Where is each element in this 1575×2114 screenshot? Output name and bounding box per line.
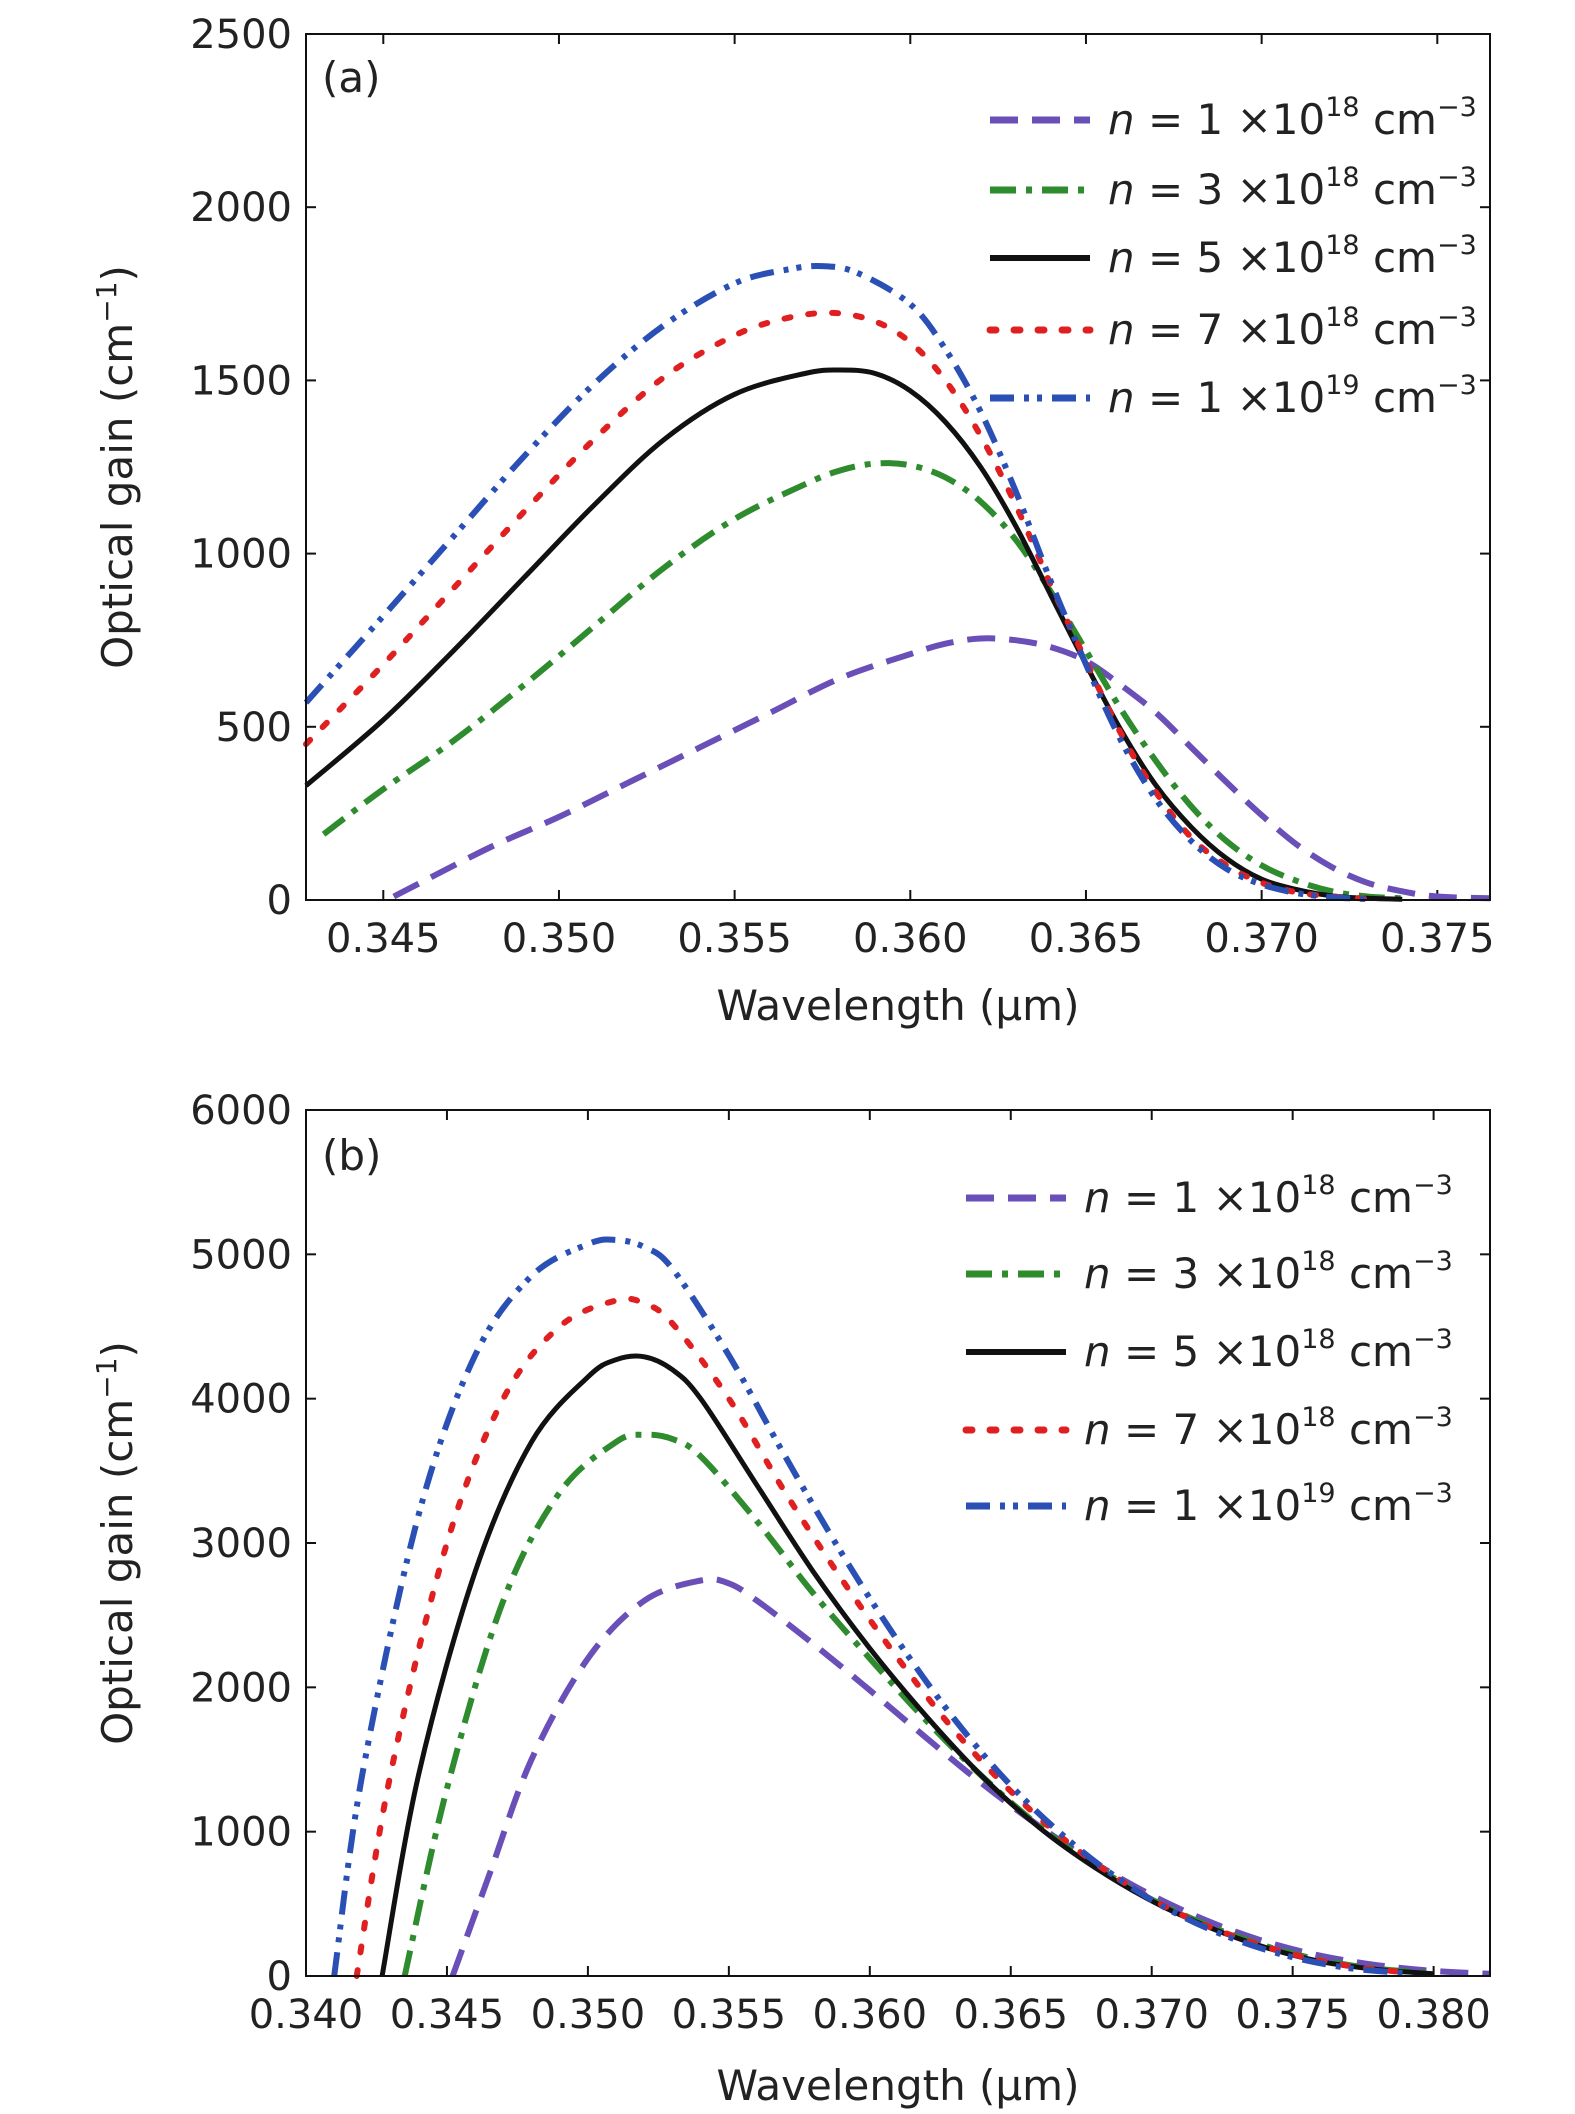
panel-a-y-tick-label: 1000 [190, 532, 292, 578]
panel-a-series-line-3 [304, 367, 1403, 902]
panel-b-frame [305, 1109, 1491, 1977]
panel-a-legend: n = 1 ×1018 cm−3 n = 3 ×1018 cm−3 n = 5 … [986, 92, 1477, 422]
panel-a-x-tick-label: 0.365 [1029, 916, 1144, 962]
panel-a-x-axis-label: Wavelength (μm) [717, 981, 1080, 1030]
panel-a-x-tick-label: 0.350 [502, 916, 617, 962]
panel-a-y-tick-label: 2500 [190, 12, 292, 58]
panel-b-x-tick-label: 0.360 [813, 1992, 928, 2038]
panel-b-series-line-5 [331, 1236, 1406, 1977]
panel-b-y-tick-label: 2000 [190, 1665, 292, 1711]
panel-b-x-tick-label: 0.375 [1235, 1992, 1350, 2038]
panel-a-legend-label-3: n = 5 ×1018 cm−3 [1108, 230, 1477, 282]
panel-b-x-tick-label: 0.380 [1376, 1992, 1491, 2038]
panel-a-x-tick-label: 0.375 [1380, 916, 1495, 962]
panel-a-y-tick-label: 0 [267, 878, 292, 924]
panel-a-legend-label-4: n = 7 ×1018 cm−3 [1108, 302, 1477, 354]
panel-b-series-line-4 [353, 1295, 1409, 1979]
panel-a-series-line-1 [392, 635, 1491, 902]
panel-a-legend-label-5: n = 1 ×1019 cm−3 [1108, 370, 1477, 422]
panel-a-y-axis-label: Optical gain (cm−1) [90, 265, 142, 669]
panel-b-y-tick-label: 6000 [190, 1088, 292, 1134]
panel-b-x-tick-labels: 0.340 0.345 0.350 0.355 0.360 0.365 0.370 0.375… [249, 1992, 1491, 2038]
panel-b-legend-label-1: n = 1 ×1018 cm−3 [1084, 1170, 1453, 1222]
panel-a-frame [305, 33, 1491, 901]
panel-b-legend-label-3: n = 5 ×1018 cm−3 [1084, 1324, 1453, 1376]
panel-a-legend-label-2: n = 3 ×1018 cm−3 [1108, 162, 1477, 214]
panel-b-x-tick-label: 0.365 [954, 1992, 1069, 2038]
panel-a-y-tick-labels: 0 500 1000 1500 2000 2500 [190, 12, 292, 924]
panel-a-x-tick-label: 0.370 [1204, 916, 1319, 962]
panel-b-y-tick-label: 0 [267, 1954, 292, 2000]
panel-b-x-tick-label: 0.340 [249, 1992, 364, 2038]
panel-a-x-tick-label: 0.360 [853, 916, 968, 962]
panel-b-y-tick-label: 3000 [190, 1521, 292, 1567]
panel-b-y-axis-label: Optical gain (cm−1) [90, 1341, 142, 1745]
panel-b-series-line-1 [449, 1576, 1491, 1978]
panel-b-y-tick-label: 1000 [190, 1810, 292, 1856]
panel-b-y-tick-label: 4000 [190, 1377, 292, 1423]
panel-b-y-tick-label: 5000 [190, 1232, 292, 1278]
panel-a-legend-label-1: n = 1 ×1018 cm−3 [1108, 92, 1477, 144]
panel-b-x-tick-label: 0.355 [672, 1992, 787, 2038]
panel-b-x-tick-label: 0.345 [390, 1992, 505, 2038]
panel-b-series [331, 1236, 1491, 1979]
panel-b-legend-label-5: n = 1 ×1019 cm−3 [1084, 1478, 1453, 1530]
panel-a-y-tick-label: 500 [216, 705, 292, 751]
panel-a-series [303, 262, 1491, 902]
panel-a-y-tick-label: 2000 [190, 185, 292, 231]
panel-b-x-tick-label: 0.350 [531, 1992, 646, 2038]
panel-a-series-line-2 [321, 460, 1403, 902]
panel-b-y-tick-labels: 0 1000 2000 3000 4000 5000 6000 [190, 1088, 292, 2000]
panel-b: 0 1000 2000 3000 4000 5000 6000 0.340 0.345 0.35… [90, 1088, 1491, 2110]
panel-b-x-axis-label: Wavelength (μm) [717, 2061, 1080, 2110]
panel-a-y-tick-label: 1500 [190, 358, 292, 404]
panel-a: 0 500 1000 1500 2000 2500 0.345 0.350 0.355 0.36… [90, 12, 1495, 1030]
panel-b-legend: n = 1 ×1018 cm−3 n = 3 ×1018 cm−3 n = 5 … [962, 1170, 1453, 1530]
panel-a-x-tick-label: 0.345 [326, 916, 441, 962]
panel-a-series-line-5 [303, 262, 1368, 902]
panel-a-x-tick-labels: 0.345 0.350 0.355 0.360 0.365 0.370 0.375 [326, 916, 1495, 962]
panel-b-series-line-2 [401, 1431, 1434, 1977]
panel-b-label: (b) [322, 1131, 381, 1180]
panel-a-ticks [306, 33, 1490, 901]
panel-b-legend-label-2: n = 3 ×1018 cm−3 [1084, 1246, 1453, 1298]
panel-b-x-tick-label: 0.370 [1094, 1992, 1209, 2038]
panel-a-label: (a) [322, 53, 381, 102]
panel-a-x-tick-label: 0.355 [677, 916, 792, 962]
panel-b-legend-label-4: n = 7 ×1018 cm−3 [1084, 1402, 1453, 1454]
